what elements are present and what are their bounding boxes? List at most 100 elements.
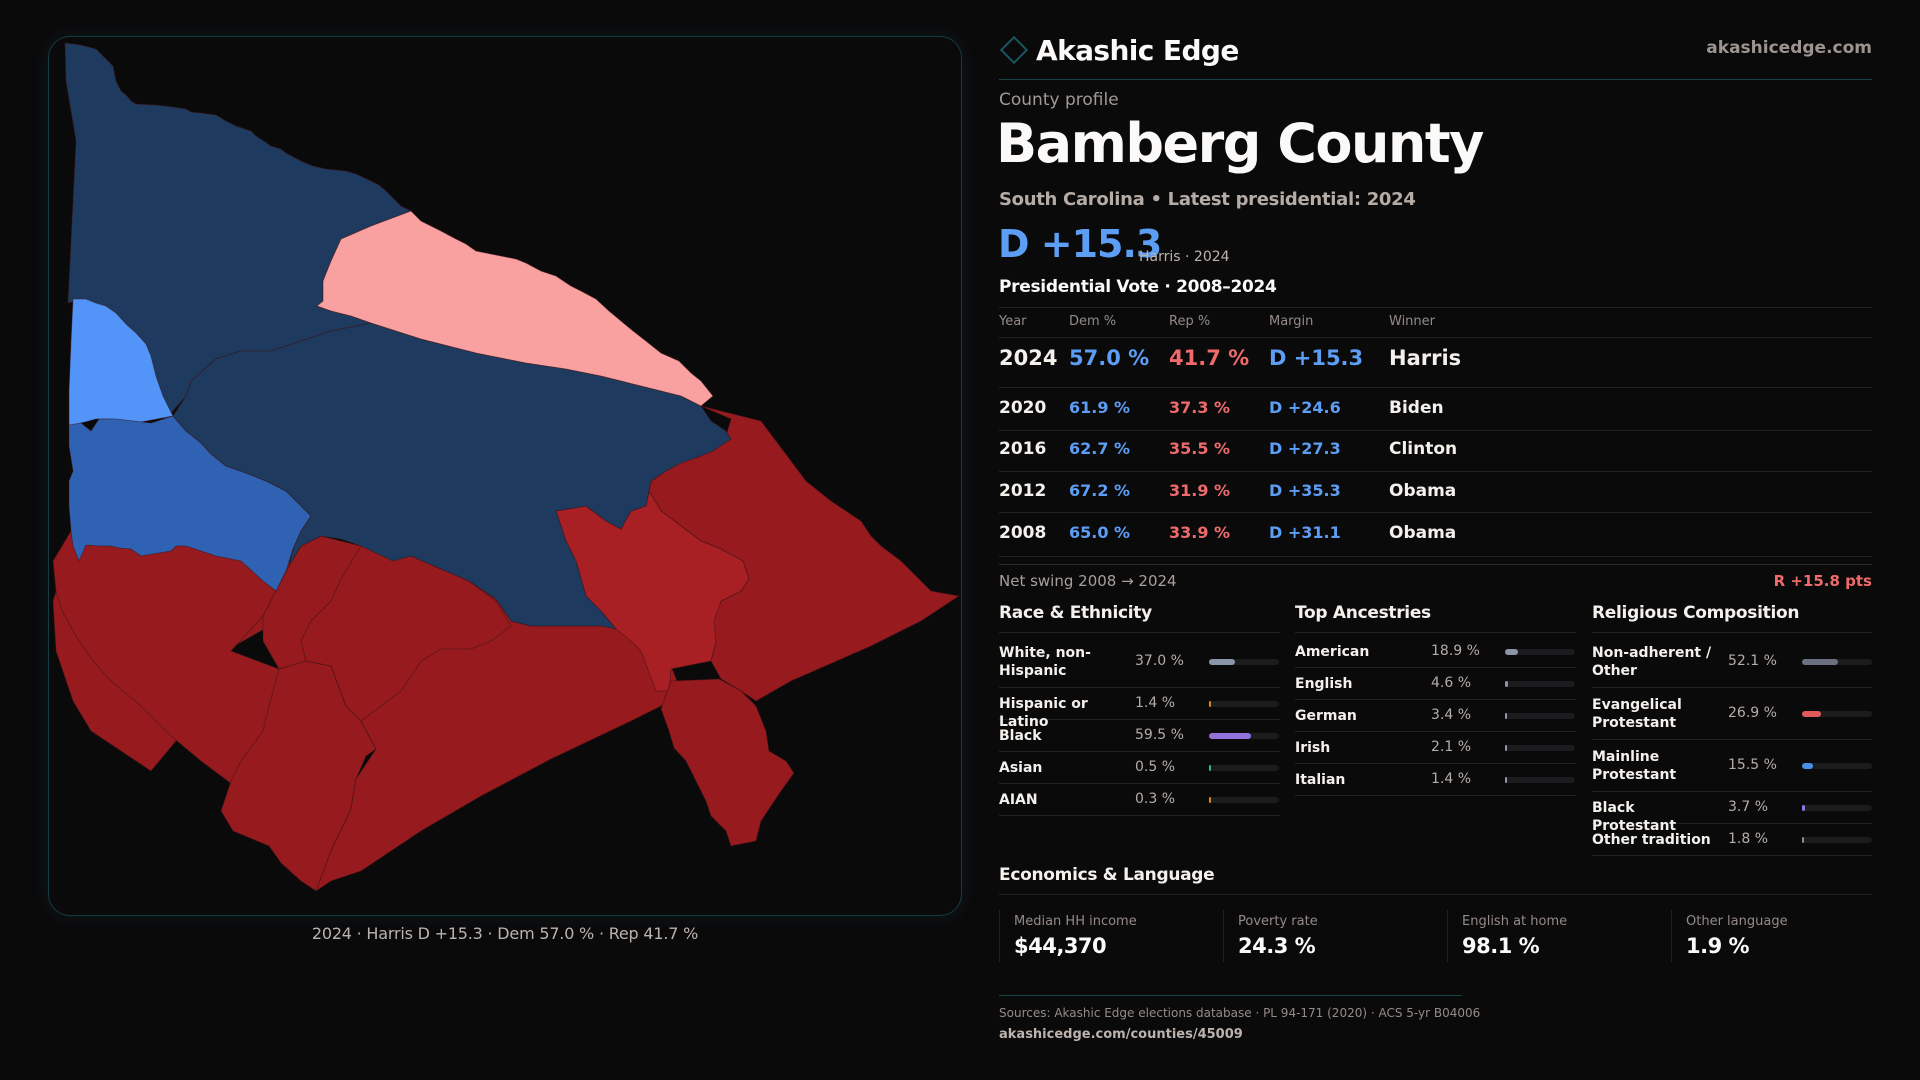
brand-name: Akashic Edge bbox=[1036, 33, 1239, 67]
precinct-northeast-light[interactable] bbox=[316, 210, 714, 407]
bar-track bbox=[1802, 805, 1872, 811]
table-row: 2024 57.0 % 41.7 % D +15.3 Harris bbox=[999, 346, 1872, 386]
divider bbox=[999, 387, 1872, 388]
row-dem: 57.0 % bbox=[1069, 346, 1150, 370]
row-margin: D +31.1 bbox=[1269, 523, 1341, 542]
row-dem: 67.2 % bbox=[1069, 481, 1131, 500]
stat-row: English 4.6 % bbox=[1295, 668, 1576, 700]
bar-fill bbox=[1209, 659, 1235, 665]
bar-fill bbox=[1209, 701, 1211, 707]
row-winner: Harris bbox=[1389, 346, 1462, 370]
divider bbox=[999, 556, 1872, 557]
divider bbox=[999, 430, 1872, 431]
row-winner: Obama bbox=[1389, 481, 1457, 501]
stat-label: Mainline Protestant bbox=[1592, 749, 1677, 783]
bar-track bbox=[1209, 733, 1279, 739]
stat-card-english: English at home 98.1 % bbox=[1447, 910, 1657, 962]
stat-value: 0.5 % bbox=[1135, 759, 1176, 775]
site-link[interactable]: akashicedge.com bbox=[1706, 38, 1872, 58]
precinct-central-south[interactable] bbox=[300, 545, 512, 722]
diamond-outline-icon bbox=[999, 35, 1029, 65]
bar-track bbox=[1505, 649, 1575, 655]
stat-card-value: $44,370 bbox=[1014, 934, 1107, 958]
stat-row: American 18.9 % bbox=[1295, 636, 1576, 668]
bar-track bbox=[1505, 777, 1575, 783]
stat-card-poverty: Poverty rate 24.3 % bbox=[1223, 910, 1433, 962]
footer-divider bbox=[999, 995, 1462, 996]
stat-value: 1.8 % bbox=[1728, 831, 1769, 847]
stat-card-label: English at home bbox=[1462, 914, 1568, 929]
bar-track bbox=[1505, 745, 1575, 751]
header-divider bbox=[999, 79, 1872, 80]
row-dem: 65.0 % bbox=[1069, 523, 1131, 542]
row-rep: 37.3 % bbox=[1169, 398, 1231, 417]
precinct-map bbox=[52, 42, 961, 893]
bar-fill bbox=[1802, 805, 1805, 811]
stat-card-value: 24.3 % bbox=[1238, 934, 1316, 958]
stat-row: Black 59.5 % bbox=[999, 720, 1280, 752]
stat-row: Other tradition 1.8 % bbox=[1592, 824, 1872, 856]
bar-track bbox=[1209, 797, 1279, 803]
bar-fill bbox=[1505, 777, 1507, 783]
net-swing-value: R +15.8 pts bbox=[1773, 572, 1872, 590]
row-margin: D +15.3 bbox=[1269, 346, 1364, 370]
precinct-central-blue[interactable] bbox=[172, 322, 732, 630]
stat-row: AIAN 0.3 % bbox=[999, 784, 1280, 816]
stat-value: 3.4 % bbox=[1431, 707, 1472, 723]
col-dem: Dem % bbox=[1069, 314, 1117, 329]
stat-value: 1.4 % bbox=[1135, 695, 1176, 711]
stat-row: Italian 1.4 % bbox=[1295, 764, 1576, 796]
stat-value: 52.1 % bbox=[1728, 653, 1777, 669]
stat-card-label: Other language bbox=[1686, 914, 1788, 929]
stat-row: Mainline Protestant 15.5 % bbox=[1592, 740, 1872, 792]
precinct-southeast-arm[interactable] bbox=[660, 678, 795, 847]
bar-track bbox=[1802, 659, 1872, 665]
stat-card-label: Median HH income bbox=[1014, 914, 1137, 929]
bar-fill bbox=[1802, 711, 1821, 717]
stat-card-value: 1.9 % bbox=[1686, 934, 1750, 958]
row-year: 2016 bbox=[999, 439, 1047, 459]
stat-card-income: Median HH income $44,370 bbox=[999, 910, 1209, 962]
row-rep: 35.5 % bbox=[1169, 439, 1231, 458]
divider bbox=[999, 337, 1872, 338]
county-map-panel bbox=[48, 36, 962, 916]
row-year: 2012 bbox=[999, 481, 1047, 501]
divider bbox=[999, 512, 1872, 513]
religion-section-title: Religious Composition bbox=[1592, 603, 1800, 623]
bar-track bbox=[1209, 765, 1279, 771]
row-dem: 62.7 % bbox=[1069, 439, 1131, 458]
bar-fill bbox=[1209, 733, 1251, 739]
bar-track bbox=[1802, 763, 1872, 769]
row-year: 2020 bbox=[999, 398, 1047, 418]
page-subtitle: South Carolina • Latest presidential: 20… bbox=[999, 189, 1416, 210]
stat-value: 1.4 % bbox=[1431, 771, 1472, 787]
divider bbox=[1295, 632, 1576, 633]
bar-track bbox=[1505, 681, 1575, 687]
brand[interactable]: Akashic Edge bbox=[998, 32, 1239, 68]
row-dem: 61.9 % bbox=[1069, 398, 1131, 417]
stat-label: English bbox=[1295, 676, 1353, 692]
headline-margin: D +15.3 bbox=[998, 222, 1162, 266]
stat-label: Non-adherent / Other bbox=[1592, 645, 1712, 679]
divider bbox=[1592, 632, 1872, 633]
stat-label: Italian bbox=[1295, 772, 1346, 788]
county-url-link[interactable]: akashicedge.com/counties/45009 bbox=[999, 1027, 1243, 1042]
page-eyebrow: County profile bbox=[999, 90, 1119, 110]
race-section-title: Race & Ethnicity bbox=[999, 603, 1152, 623]
row-winner: Obama bbox=[1389, 523, 1457, 543]
page-title: Bamberg County bbox=[996, 112, 1484, 175]
row-year: 2024 bbox=[999, 346, 1058, 370]
col-winner: Winner bbox=[1389, 314, 1436, 329]
stat-value: 2.1 % bbox=[1431, 739, 1472, 755]
row-winner: Clinton bbox=[1389, 439, 1458, 459]
col-margin: Margin bbox=[1269, 314, 1314, 329]
stat-label: Other tradition bbox=[1592, 832, 1711, 848]
divider bbox=[999, 632, 1280, 633]
stat-row: Non-adherent / Other 52.1 % bbox=[1592, 636, 1872, 688]
row-rep: 33.9 % bbox=[1169, 523, 1231, 542]
stat-value: 4.6 % bbox=[1431, 675, 1472, 691]
ancestry-section-title: Top Ancestries bbox=[1295, 603, 1431, 623]
bar-track bbox=[1209, 701, 1279, 707]
stat-row: Asian 0.5 % bbox=[999, 752, 1280, 784]
stat-label: American bbox=[1295, 644, 1370, 660]
